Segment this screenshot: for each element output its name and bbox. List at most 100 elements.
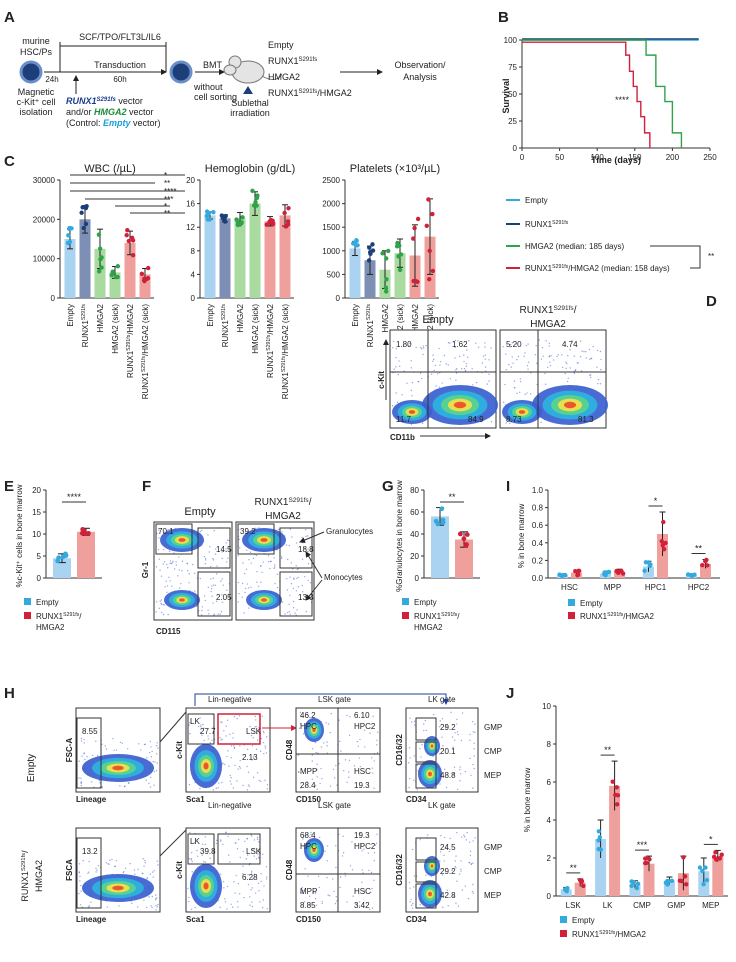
y-axis-title: CD16/32 <box>395 854 404 886</box>
event-dot <box>212 557 214 560</box>
event-dot <box>459 768 461 771</box>
event-dot <box>249 896 251 898</box>
event-dot <box>455 855 457 857</box>
data-point <box>703 559 708 564</box>
event-dot <box>438 726 441 728</box>
event-dot <box>490 347 492 349</box>
y-axis-title: %c-Kit⁺ cells in bone marrow <box>15 484 24 587</box>
event-dot <box>80 781 82 783</box>
gate-percent: 11.7 <box>396 415 412 424</box>
event-dot <box>432 755 434 758</box>
x-tick-label-base: RUNX1 <box>266 350 275 378</box>
event-dot <box>80 777 82 779</box>
event-dot <box>548 356 551 358</box>
data-point <box>142 278 147 284</box>
event-dot <box>212 789 215 791</box>
event-dot <box>143 743 146 746</box>
event-dot <box>226 908 228 910</box>
event-dot <box>124 867 127 869</box>
a-murine-label: murine <box>22 36 50 46</box>
event-dot <box>469 733 471 736</box>
event-dot <box>79 904 82 906</box>
event-dot <box>536 362 538 364</box>
event-dot <box>255 719 257 721</box>
gate-percent: 39.8 <box>200 847 216 856</box>
event-dot <box>319 782 321 785</box>
event-dot <box>236 848 239 850</box>
event-dot <box>227 750 229 752</box>
bar <box>249 203 261 298</box>
event-dot <box>368 908 371 911</box>
event-dot <box>146 757 148 759</box>
event-dot <box>296 568 299 571</box>
data-point <box>130 238 136 243</box>
event-dot <box>298 771 300 774</box>
event-dot <box>442 906 444 909</box>
gate-percent: 5.20 <box>506 340 522 349</box>
data-point <box>705 563 710 568</box>
event-dot <box>265 752 268 754</box>
event-dot <box>258 779 260 782</box>
event-dot <box>376 752 379 754</box>
event-dot <box>326 859 328 862</box>
event-dot <box>217 787 219 789</box>
gate-name: HPC2 <box>354 842 376 851</box>
event-dot <box>439 851 442 853</box>
event-dot <box>432 354 434 356</box>
event-dot <box>407 762 410 764</box>
data-point <box>700 868 705 874</box>
event-dot <box>149 740 152 743</box>
annotation-arrow <box>305 579 323 601</box>
event-dot <box>187 570 189 572</box>
event-dot <box>421 744 423 746</box>
event-dot <box>262 561 264 563</box>
x-tick-label: CMP <box>633 901 651 910</box>
event-dot <box>408 777 411 780</box>
event-dot <box>374 844 377 846</box>
event-dot <box>433 713 435 716</box>
event-dot <box>419 372 422 374</box>
event-dot <box>299 598 302 600</box>
event-dot <box>255 554 258 557</box>
event-dot <box>325 722 327 724</box>
x-tick-label-tail: /HMGA2 <box>126 303 135 334</box>
density-contour <box>179 598 185 602</box>
y-tick-label: 2000 <box>322 200 340 209</box>
event-dot <box>324 850 326 852</box>
a-isolation-3: isolation <box>19 107 52 117</box>
event-dot <box>453 766 456 769</box>
data-point <box>126 238 132 244</box>
gate-box <box>187 833 215 865</box>
data-point <box>634 885 640 891</box>
panel-label-e: E <box>4 478 14 495</box>
gate-name: GMP <box>484 723 502 732</box>
gate-percent: 14.5 <box>216 545 232 554</box>
event-dot <box>367 852 370 854</box>
gate-percent: 19.3 <box>354 831 370 840</box>
data-point <box>631 880 636 885</box>
event-dot <box>248 559 250 561</box>
event-dot <box>233 745 235 747</box>
event-dot <box>84 758 86 761</box>
event-dot <box>472 892 475 894</box>
event-dot <box>259 750 262 752</box>
x-tick-label: 250 <box>703 153 717 162</box>
gate-percent: 1.62 <box>452 340 468 349</box>
event-dot <box>339 886 341 889</box>
event-dot <box>262 730 264 733</box>
event-dot <box>151 906 153 909</box>
data-point <box>620 571 626 576</box>
data-point <box>255 193 260 198</box>
event-dot <box>326 876 328 879</box>
event-dot <box>296 577 298 580</box>
event-dot <box>197 725 200 728</box>
event-dot <box>301 584 303 587</box>
significance-label: ** <box>164 179 170 188</box>
x-tick-label: MPP <box>604 583 621 592</box>
event-dot <box>356 740 359 743</box>
event-dot <box>200 614 203 616</box>
panel-label-h: H <box>4 685 15 702</box>
event-dot <box>222 584 224 586</box>
event-dot <box>241 873 244 875</box>
event-dot <box>361 881 363 883</box>
